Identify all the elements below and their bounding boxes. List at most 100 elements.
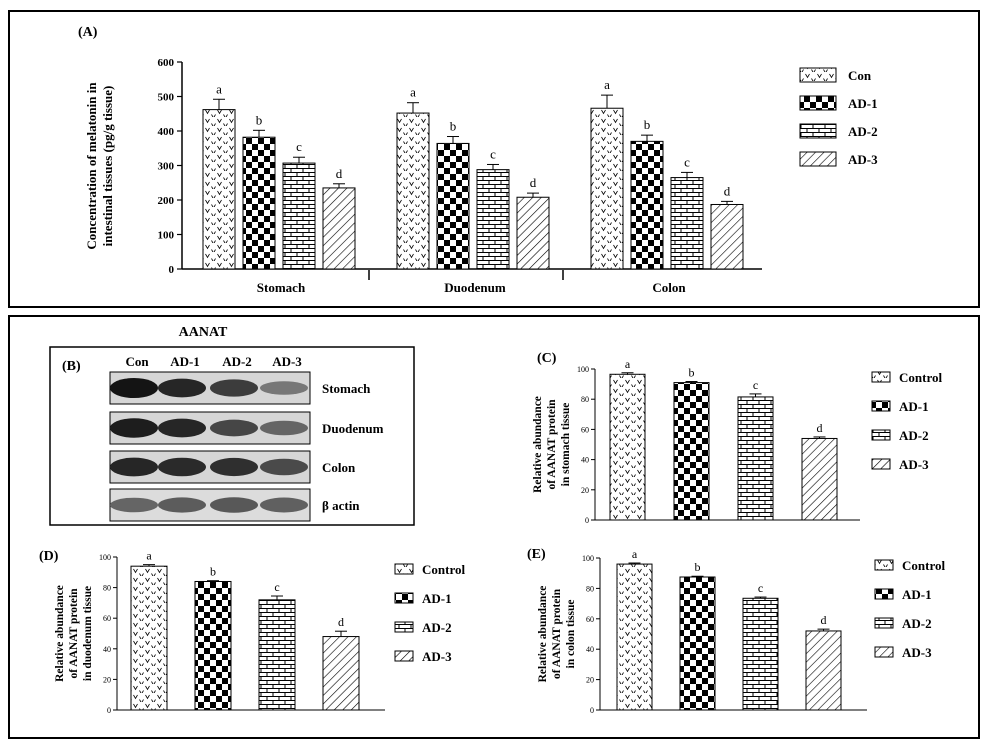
panel-label-a: (A) [78,25,98,40]
y-tick-label: 100 [577,365,589,374]
bar [742,597,779,711]
legend-label: AD-3 [902,645,932,660]
legend-swatch [874,559,894,571]
legend-swatch [799,67,837,83]
bar [801,437,838,521]
significance-letter: d [821,613,827,627]
blot-band [210,419,258,437]
y-tick-label: 100 [99,553,111,562]
significance-letter: b [256,112,263,127]
panel-label-d: (D) [39,549,59,564]
legend-swatch [394,563,414,575]
bar [322,636,360,711]
y-tick-label: 80 [103,584,111,593]
y-axis-label-line: of AANAT protein [68,588,80,679]
blot-lane-label: AD-3 [272,354,302,369]
y-tick-label: 500 [158,92,175,104]
legend-label: Control [902,558,945,573]
blot-band [158,418,206,438]
y-tick-label: 40 [586,645,594,654]
legend-label: Control [899,370,942,385]
bar [679,576,716,711]
blot-row-label: β actin [322,498,360,513]
chart-c: 0 20 40 60 80 100 a b c d Relative abundance of AAN… [532,357,942,525]
bar [616,563,653,711]
bar [194,580,232,711]
y-axis-label-line: intestinal tissues (pg/g tissue) [100,86,115,247]
significance-letter: a [146,549,152,563]
blot-row-label: Colon [322,460,356,475]
blot-band [158,497,206,513]
significance-letter: c [296,139,302,154]
y-axis-label-line: in colon tissue [565,599,577,668]
legend-label: AD-3 [899,457,929,472]
y-axis-label-line: Relative abundance [54,585,66,682]
y-tick-label: 100 [582,554,594,563]
bar [630,140,664,270]
x-category-label: Duodenum [444,280,506,295]
y-axis-label: Relative abundance of AANAT protein in col… [537,586,577,683]
blot-band [158,378,206,398]
significance-letter: a [216,81,222,96]
legend-swatch [871,371,891,383]
y-tick-label: 600 [158,57,175,69]
significance-letter: c [758,581,763,595]
bar [710,203,744,270]
significance-letter: b [450,119,457,134]
blot-lane-label: AD-1 [170,354,200,369]
y-axis-label-line: Concentration of melatonin in [84,82,99,250]
y-axis-label-line: Relative abundance [532,396,544,493]
blot-band [110,378,158,398]
legend-swatch [871,429,891,441]
y-tick-label: 80 [581,395,589,404]
blot-band [260,497,308,513]
legend-label: AD-1 [848,96,878,111]
y-axis-label-line: in duodenum tissue [82,586,94,681]
bar [130,565,168,711]
y-tick-label: 100 [158,230,175,242]
y-tick-label: 20 [103,675,111,684]
bar [737,396,774,521]
significance-letter: a [625,357,631,371]
blot-lane-label: Con [125,354,149,369]
y-tick-label: 80 [586,584,594,593]
y-axis-label-line: of AANAT protein [551,588,563,679]
bar [202,109,236,270]
legend-swatch [799,151,837,167]
y-tick-label: 0 [107,706,111,715]
bar [242,136,276,270]
significance-letter: c [753,378,758,392]
y-tick-label: 60 [103,614,111,623]
legend-swatch [799,123,837,139]
blot-band [110,497,158,513]
significance-letter: c [274,580,279,594]
blot-band [210,497,258,513]
bar [436,142,470,270]
blot-band [210,457,258,477]
blot-row-label: Duodenum [322,421,384,436]
significance-letter: d [338,615,344,629]
legend-label: AD-2 [902,616,932,631]
blot-band [260,458,308,476]
y-tick-label: 400 [158,126,175,138]
y-axis-label-line: Relative abundance [537,586,549,683]
chart-e: 0 20 40 60 80 100 a b c d Relative abundance of AAN… [537,547,945,715]
legend-label: AD-1 [902,587,932,602]
chart-d: 0 20 40 60 80 100 a b c d Relative abundance of AAN… [54,549,465,715]
blot-title: AANAT [179,325,228,340]
significance-letter: b [210,565,216,579]
y-tick-label: 60 [581,425,589,434]
y-tick-label: 200 [158,195,175,207]
legend-swatch [874,588,894,600]
blot-band [110,457,158,477]
y-tick-label: 40 [581,456,589,465]
blot-lane-label: AD-2 [222,354,252,369]
y-tick-label: 0 [169,264,175,276]
bar [258,599,296,711]
bar [396,112,430,270]
significance-letter: a [604,77,610,92]
bar [322,187,356,270]
legend-label: Con [848,68,872,83]
blot-band [110,418,158,438]
